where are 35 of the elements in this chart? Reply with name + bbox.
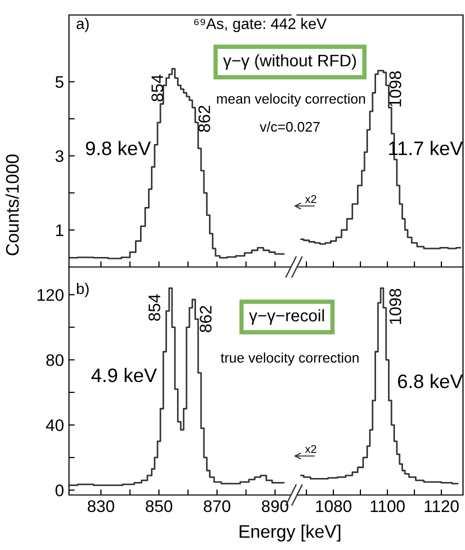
annotation: x2 <box>305 195 316 203</box>
annotation: 1098 <box>389 71 402 106</box>
y-axis-title: Counts/1000 <box>6 154 19 256</box>
annotation: 854 <box>151 74 164 102</box>
annotation: 9.8 keV <box>86 140 151 156</box>
annotation: 862 <box>200 306 212 332</box>
annotation: mean velocity correction <box>217 94 365 106</box>
annotation: 862 <box>198 106 210 132</box>
annotation: 1098 <box>389 288 402 324</box>
annotation: true velocity correction <box>220 352 359 366</box>
x-tick-label: 870 <box>204 500 230 512</box>
y-tick-label: 3 <box>56 150 64 162</box>
y-tick-label: 80 <box>46 354 64 366</box>
annotation: γ−γ−recoil <box>249 309 324 325</box>
annotation: 4.9 keV <box>91 368 157 382</box>
y-tick-label: 40 <box>46 419 64 432</box>
x-tick-label: 850 <box>146 500 172 512</box>
annotation: v/c=0.027 <box>260 122 320 132</box>
y-tick-label: 5 <box>56 76 64 88</box>
x-tick-label: 1080 <box>316 500 352 512</box>
x-tick-label: 1100 <box>370 500 405 512</box>
x-tick-label: 890 <box>262 500 288 512</box>
x-axis-title: Energy [keV] <box>240 524 340 542</box>
annotation: ⁶⁹As, gate: 442 keV <box>194 18 327 32</box>
annotation: x2 <box>305 445 316 453</box>
x-tick-label: 830 <box>88 500 114 512</box>
annotation: γ−γ (without RFD) <box>223 54 356 70</box>
y-tick-label: 0 <box>56 484 64 496</box>
annotation: b) <box>76 282 89 298</box>
annotation: a) <box>76 18 89 32</box>
annotation: 854 <box>148 294 160 321</box>
x-tick-label: 1120 <box>424 500 459 512</box>
annotation: 6.8 keV <box>398 374 463 388</box>
y-tick-label: 120 <box>38 289 64 301</box>
y-tick-label: 1 <box>56 224 64 236</box>
